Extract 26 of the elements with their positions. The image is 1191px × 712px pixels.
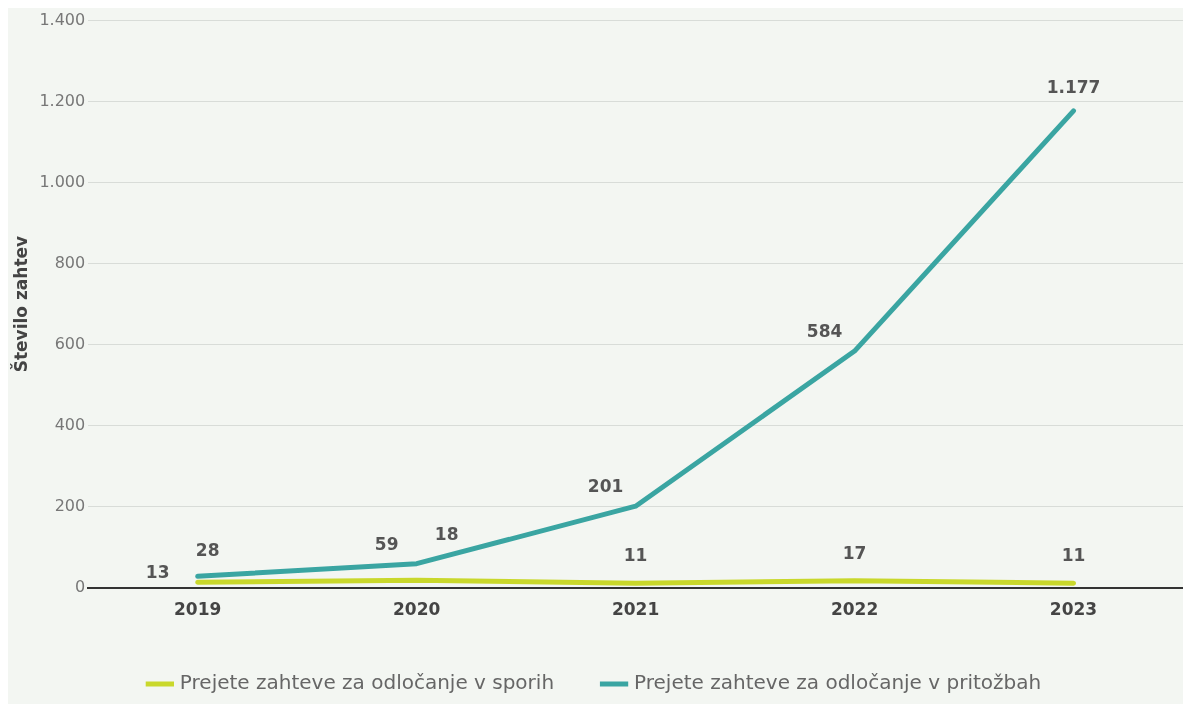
- legend-label: Prejete zahteve za odločanje v pritožbah: [634, 670, 1042, 695]
- data-label: 28: [195, 540, 220, 561]
- data-label: 59: [374, 533, 399, 554]
- x-tick-label: 2021: [611, 599, 660, 620]
- data-label: 11: [1061, 545, 1086, 566]
- data-label: 13: [145, 562, 170, 583]
- y-tick-label: 400: [54, 414, 86, 434]
- x-tick-label: 2019: [174, 599, 222, 620]
- y-tick-label: 600: [54, 333, 86, 353]
- y-tick-label: 800: [54, 252, 86, 272]
- data-label: 201: [587, 476, 624, 497]
- y-tick-label: 1.200: [39, 90, 86, 110]
- legend-label: Prejete zahteve za odločanje v sporih: [179, 670, 555, 695]
- x-tick-label: 2020: [392, 599, 441, 620]
- data-label: 11: [623, 545, 648, 566]
- x-tick-label: 2023: [1049, 599, 1098, 620]
- data-label: 1.177: [1046, 76, 1101, 97]
- x-tick-label: 2022: [830, 599, 879, 620]
- data-label: 18: [434, 524, 459, 545]
- y-axis-title: Število zahtev: [9, 235, 31, 373]
- y-tick-label: 200: [54, 495, 86, 515]
- data-label: 17: [842, 542, 867, 563]
- y-tick-label: 0: [75, 576, 86, 596]
- data-label: 584: [806, 321, 843, 341]
- y-tick-label: 1.000: [39, 171, 86, 191]
- y-tick-label: 1.400: [39, 9, 86, 29]
